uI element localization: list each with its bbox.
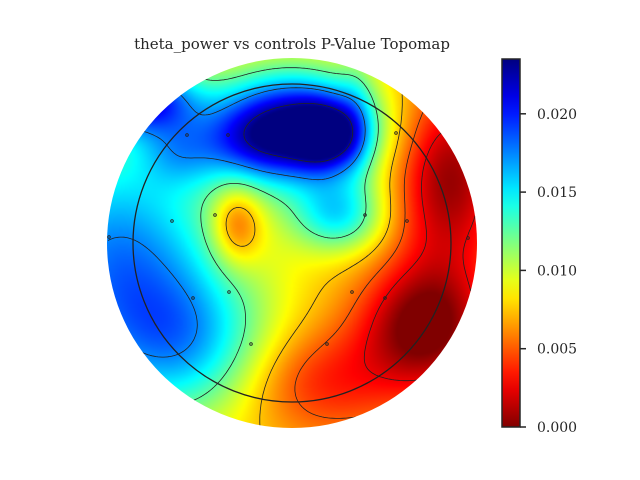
colorbar-tick-label: 0.000 xyxy=(537,420,577,436)
sensor-markers xyxy=(107,131,470,346)
sensor-marker xyxy=(226,133,230,137)
heatmap-image xyxy=(107,58,477,428)
colorbar-tick-label: 0.005 xyxy=(537,342,577,358)
colorbar-tick-label: 0.020 xyxy=(537,107,577,123)
sensor-marker xyxy=(394,131,398,135)
sensor-marker xyxy=(107,235,111,239)
head-outline xyxy=(132,83,452,403)
colorbar-tick-label: 0.010 xyxy=(537,263,577,279)
sensor-marker xyxy=(383,296,387,300)
sensor-marker xyxy=(170,219,174,223)
colorbar-frame xyxy=(501,58,521,428)
sensor-marker xyxy=(213,213,217,217)
p-value-map xyxy=(107,58,477,428)
sensor-marker xyxy=(325,342,329,346)
colorbar-ticks: 0.000 0.005 0.010 0.015 0.020 xyxy=(520,107,577,436)
sensor-marker xyxy=(227,290,231,294)
sensor-marker xyxy=(466,236,470,240)
chart-title: theta_power vs controls P-Value Topomap xyxy=(134,35,450,53)
sensor-marker xyxy=(249,342,253,346)
colorbar: 0.000 0.005 0.010 0.015 0.020 xyxy=(501,58,577,436)
sensor-marker xyxy=(350,290,354,294)
sensor-marker xyxy=(363,213,367,217)
sensor-marker xyxy=(191,296,195,300)
sensor-marker xyxy=(185,133,189,137)
colorbar-gradient xyxy=(502,59,520,427)
colorbar-tick-label: 0.015 xyxy=(537,185,577,201)
sensor-marker xyxy=(405,219,409,223)
